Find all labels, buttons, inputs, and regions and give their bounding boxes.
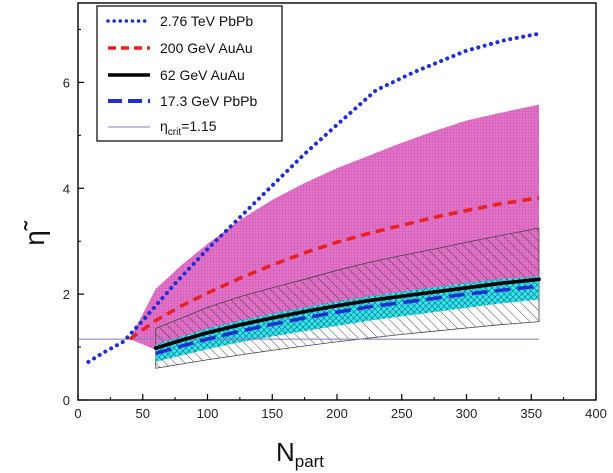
legend: 2.76 TeV PbPb 200 GeV AuAu 62 GeV AuAu 1… [96, 5, 283, 142]
x-tick-label: 350 [520, 406, 542, 421]
series-line-62-gev-auau [153, 277, 541, 350]
x-tick-label: 250 [391, 406, 413, 421]
x-tick-label: 100 [197, 406, 219, 421]
series-line-17-3-gev-pbpb [155, 284, 540, 356]
legend-label-200-gev-auau: 200 GeV AuAu [160, 40, 253, 56]
x-tick-label: 200 [326, 406, 348, 421]
series-line-200-gev-auau [128, 196, 540, 341]
x-tick-label: 300 [456, 406, 478, 421]
legend-label-2-76-tev-pbpb: 2.76 TeV PbPb [160, 13, 253, 29]
legend-label-62-gev-auau: 62 GeV AuAu [160, 67, 245, 83]
x-tick-label: 50 [136, 406, 150, 421]
series-lines-layer [78, 31, 542, 364]
y-tick-label: 4 [63, 181, 70, 196]
y-tick-label: 2 [63, 287, 70, 302]
x-tick-label: 150 [261, 406, 283, 421]
x-tick-label: 400 [585, 406, 607, 421]
legend-label-eta-crit: ηcrit=1.15 [160, 118, 217, 138]
axis-ticks-layer: 0 50 100 150 200 250 300 350 400 0 2 4 6 [63, 28, 607, 421]
bands-layer [129, 104, 540, 369]
x-tick-label: 0 [74, 406, 81, 421]
y-tick-label: 6 [63, 75, 70, 90]
band-62-gev-auau-band [155, 276, 540, 362]
y-axis-title: η̃ [19, 220, 50, 246]
x-axis-title: Npart [276, 437, 324, 471]
legend-label-17-3-gev-pbpb: 17.3 GeV PbPb [160, 93, 258, 109]
y-tick-label: 0 [63, 393, 70, 408]
x-axis-title-subscript: part [295, 452, 325, 471]
legend-label-eta-crit-subscript: crit [168, 127, 182, 138]
legend-label-eta-crit-value: =1.15 [181, 118, 217, 134]
series-line-2-76-tev-pbpb [86, 31, 542, 364]
